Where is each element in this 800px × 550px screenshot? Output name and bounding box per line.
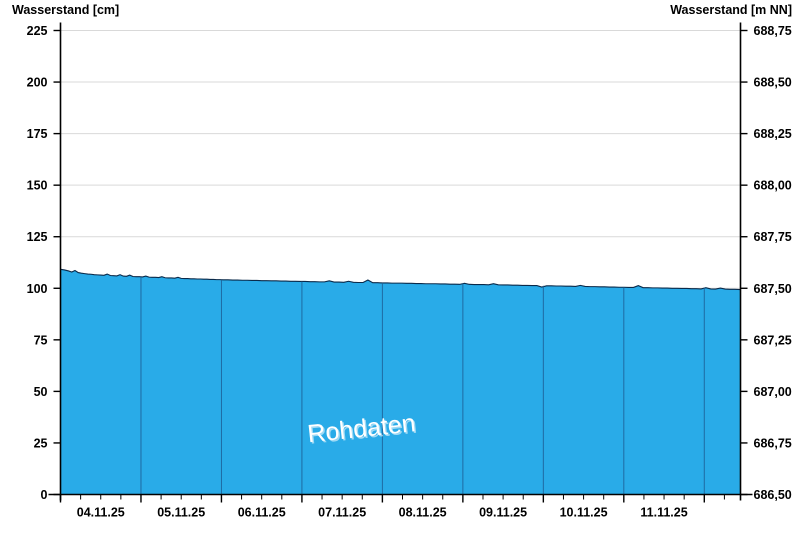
left-axis-title: Wasserstand [cm] bbox=[12, 3, 120, 17]
right-tick-label: 686,75 bbox=[754, 436, 792, 450]
right-tick-label: 688,75 bbox=[754, 24, 792, 38]
right-axis-title: Wasserstand [m NN] bbox=[670, 3, 792, 17]
right-axis-tick-labels: 686,50 686,75 687,00 687,25 687,50 687,75 688,… bbox=[754, 24, 792, 502]
left-tick-label: 100 bbox=[27, 282, 48, 296]
x-tick-label: 05.11.25 bbox=[157, 506, 205, 520]
left-tick-label: 0 bbox=[41, 488, 48, 502]
water-level-area-series bbox=[60, 268, 741, 495]
left-tick-label: 175 bbox=[27, 127, 48, 141]
x-tick-label: 10.11.25 bbox=[560, 506, 608, 520]
left-axis-tick-labels: 0 25 50 75 100 125 150 175 200 225 bbox=[27, 24, 48, 502]
x-tick-label: 09.11.25 bbox=[479, 506, 527, 520]
x-axis-tick-labels: 04.11.25 05.11.25 06.11.25 07.11.25 08.11.25… bbox=[77, 506, 688, 520]
x-tick-label: 07.11.25 bbox=[318, 506, 366, 520]
left-tick-label: 150 bbox=[27, 179, 48, 193]
right-tick-label: 687,00 bbox=[754, 385, 792, 399]
axis-lines bbox=[48, 22, 753, 501]
x-tick-label: 04.11.25 bbox=[77, 506, 125, 520]
left-tick-label: 125 bbox=[27, 230, 48, 244]
left-tick-label: 75 bbox=[34, 333, 48, 347]
left-tick-label: 50 bbox=[34, 385, 48, 399]
left-tick-label: 200 bbox=[27, 76, 48, 90]
x-tick-label: 11.11.25 bbox=[640, 506, 687, 520]
water-level-line bbox=[60, 268, 741, 291]
left-tick-label: 25 bbox=[34, 436, 48, 450]
right-tick-label: 688,50 bbox=[754, 76, 792, 90]
water-level-fill bbox=[60, 269, 741, 495]
right-tick-label: 688,00 bbox=[754, 179, 792, 193]
right-tick-label: 687,25 bbox=[754, 333, 792, 347]
axis-ticks bbox=[53, 29, 748, 503]
left-tick-label: 225 bbox=[27, 24, 48, 38]
right-tick-label: 687,50 bbox=[754, 282, 792, 296]
x-tick-label: 06.11.25 bbox=[238, 506, 286, 520]
right-tick-label: 688,25 bbox=[754, 127, 792, 141]
right-tick-label: 687,75 bbox=[754, 230, 792, 244]
right-tick-label: 686,50 bbox=[754, 488, 792, 502]
x-tick-label: 08.11.25 bbox=[399, 506, 447, 520]
day-separator-lines bbox=[140, 276, 705, 495]
